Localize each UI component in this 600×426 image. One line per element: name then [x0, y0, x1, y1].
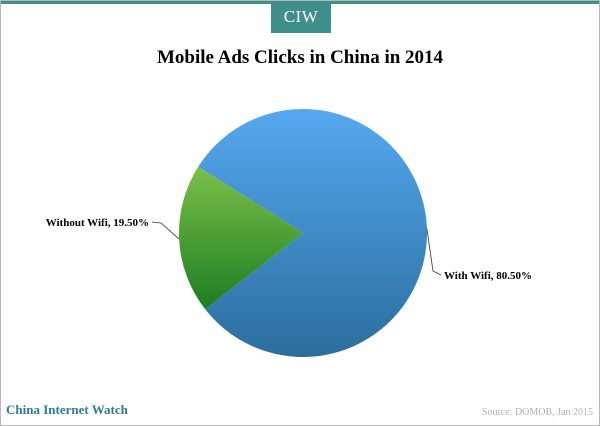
- chart-title: Mobile Ads Clicks in China in 2014: [156, 47, 444, 68]
- pie-slice-with-wifi: [198, 109, 428, 358]
- leader-line-with-wifi: [426, 228, 442, 276]
- data-label-with-wifi: With Wifi, 80.50%: [444, 270, 532, 282]
- footer-brand: China Internet Watch: [6, 402, 128, 417]
- pie-slice-without-wifi: [179, 166, 303, 310]
- leader-line-without-wifi: [151, 221, 180, 240]
- footer-source: Source: DOMOB, Jan 2015: [481, 407, 593, 418]
- data-label-without-wifi: Without Wifi, 19.50%: [46, 217, 149, 229]
- ciw-logo: CIW: [271, 1, 331, 33]
